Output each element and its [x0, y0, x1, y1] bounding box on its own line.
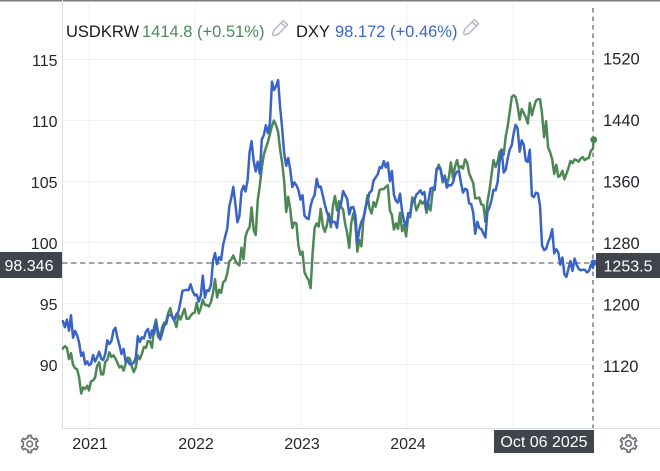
- svg-text:2024: 2024: [390, 436, 426, 453]
- svg-text:1440: 1440: [603, 112, 640, 130]
- svg-text:1280: 1280: [603, 235, 640, 253]
- svg-text:105: 105: [31, 175, 58, 192]
- svg-text:98.346: 98.346: [5, 258, 54, 275]
- svg-text:115: 115: [32, 53, 58, 70]
- svg-text:1253.5: 1253.5: [604, 259, 653, 276]
- svg-text:1414.8 (+0.51%): 1414.8 (+0.51%): [142, 23, 264, 41]
- svg-text:USDKRW: USDKRW: [66, 23, 139, 41]
- svg-text:2022: 2022: [178, 436, 214, 453]
- svg-text:DXY: DXY: [296, 23, 330, 41]
- svg-text:110: 110: [32, 114, 58, 131]
- svg-text:2021: 2021: [72, 436, 108, 453]
- svg-text:1120: 1120: [603, 358, 638, 376]
- svg-text:1200: 1200: [603, 297, 640, 315]
- svg-text:90: 90: [40, 358, 58, 375]
- svg-text:1360: 1360: [603, 174, 640, 192]
- svg-text:95: 95: [40, 297, 58, 314]
- svg-text:98.172 (+0.46%): 98.172 (+0.46%): [335, 23, 457, 41]
- svg-text:Oct 06 2025: Oct 06 2025: [500, 434, 587, 451]
- svg-text:100: 100: [31, 236, 58, 253]
- svg-text:2023: 2023: [284, 436, 320, 453]
- svg-text:1520: 1520: [603, 51, 640, 69]
